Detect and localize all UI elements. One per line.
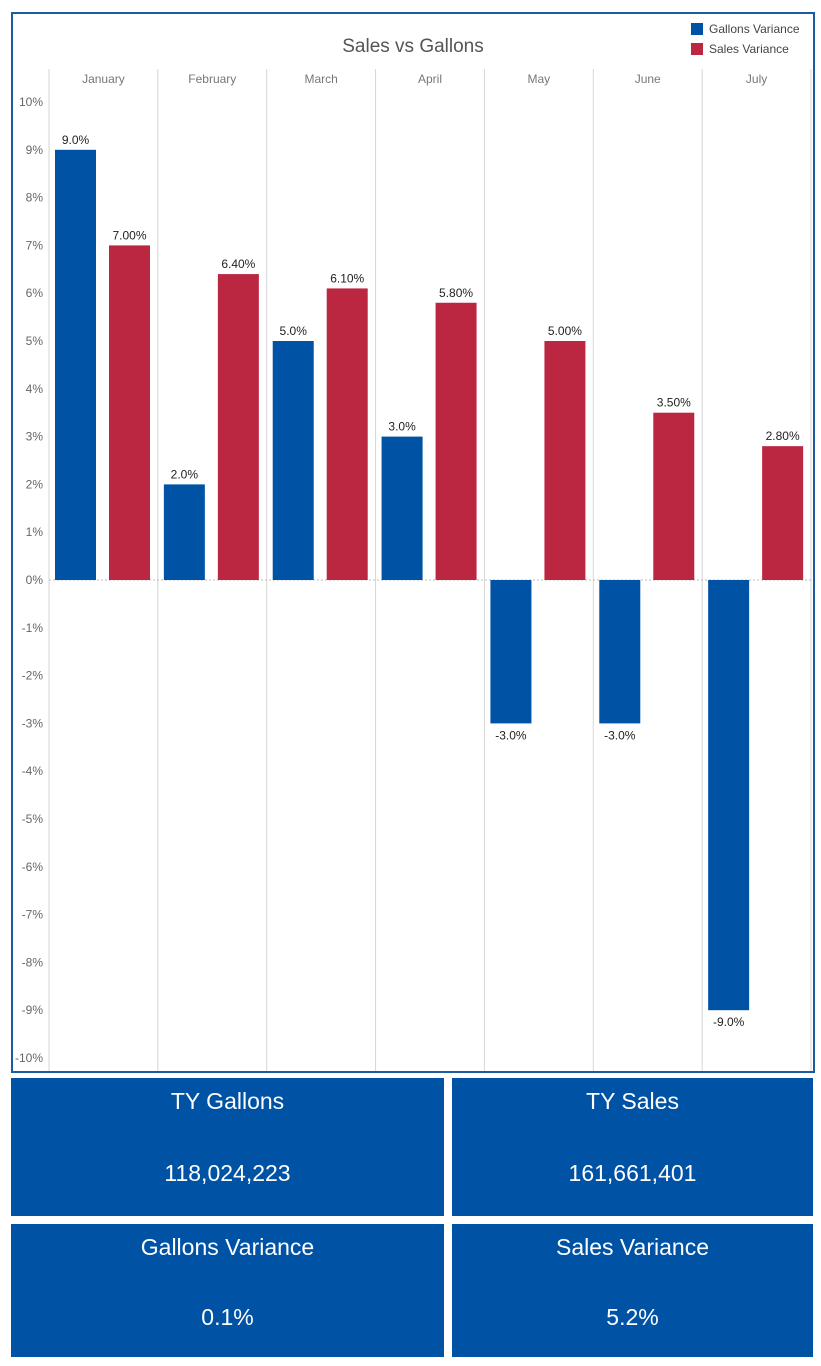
y-tick-label: 10%	[19, 95, 43, 109]
chart-panel: Sales vs Gallons Gallons Variance Sales Va…	[11, 12, 815, 1073]
y-tick-label: -7%	[22, 908, 44, 922]
bar-sales-july	[762, 446, 804, 580]
y-tick-label: -1%	[22, 621, 44, 635]
y-tick-label: 8%	[26, 191, 44, 205]
y-tick-label: -9%	[22, 1003, 44, 1017]
bar-sales-april	[435, 302, 477, 580]
y-tick-label: -4%	[22, 764, 44, 778]
category-label-april: April	[418, 72, 442, 86]
category-label-june: June	[635, 72, 661, 86]
data-label-sales-march: 6.10%	[330, 271, 364, 285]
y-tick-label: 0%	[26, 573, 44, 587]
y-tick-label: 7%	[26, 238, 44, 252]
category-label-july: July	[746, 72, 767, 86]
bar-gallons-march	[272, 341, 314, 580]
data-label-gallons-february: 2.0%	[171, 467, 199, 481]
legend-label-sales: Sales Variance	[709, 42, 789, 56]
y-tick-label: 4%	[26, 382, 44, 396]
kpi-title: Sales Variance	[556, 1234, 709, 1260]
kpi-sales-variance: Sales Variance 5.2%	[452, 1224, 813, 1357]
bar-gallons-may	[490, 580, 532, 724]
kpi-value: 161,661,401	[568, 1160, 697, 1186]
y-tick-label: -8%	[22, 955, 44, 969]
bar-gallons-february	[163, 484, 205, 580]
y-tick-label: 1%	[26, 525, 44, 539]
data-label-sales-april: 5.80%	[439, 286, 473, 300]
y-tick-label: 5%	[26, 334, 44, 348]
y-tick-label: 3%	[26, 430, 44, 444]
category-label-may: May	[528, 72, 551, 86]
data-label-gallons-april: 3.0%	[388, 420, 416, 434]
y-tick-label: -3%	[22, 716, 44, 730]
kpi-value: 0.1%	[201, 1304, 254, 1330]
y-tick-label: -5%	[22, 812, 44, 826]
bar-sales-january	[109, 245, 150, 580]
kpi-ty-gallons: TY Gallons 118,024,223	[11, 1078, 444, 1216]
bar-sales-february	[217, 274, 259, 580]
bar-sales-may	[544, 341, 586, 580]
bar-gallons-june	[599, 580, 641, 724]
data-label-sales-may: 5.00%	[548, 324, 582, 338]
data-label-sales-february: 6.40%	[221, 257, 255, 271]
y-tick-label: 6%	[26, 286, 44, 300]
legend-label-gallons: Gallons Variance	[709, 22, 800, 36]
legend-swatch-gallons	[691, 23, 703, 35]
legend-swatch-sales	[691, 43, 703, 55]
data-label-gallons-june: -3.0%	[604, 728, 636, 742]
y-tick-label: -10%	[15, 1051, 43, 1065]
kpi-value: 118,024,223	[164, 1160, 291, 1186]
kpi-ty-sales: TY Sales 161,661,401	[452, 1078, 813, 1216]
kpi-title: TY Sales	[586, 1088, 679, 1114]
bar-gallons-january	[55, 149, 96, 581]
data-label-gallons-january: 9.0%	[62, 133, 90, 147]
y-tick-label: 9%	[26, 143, 44, 157]
bar-gallons-april	[381, 436, 423, 580]
data-label-gallons-july: -9.0%	[713, 1015, 745, 1029]
category-label-march: March	[304, 72, 337, 86]
data-label-sales-january: 7.00%	[112, 228, 146, 242]
category-label-january: January	[82, 72, 125, 86]
y-tick-label: -2%	[22, 669, 44, 683]
data-label-sales-june: 3.50%	[657, 396, 691, 410]
data-label-sales-july: 2.80%	[766, 429, 800, 443]
bar-sales-march	[326, 288, 368, 580]
kpi-value: 5.2%	[606, 1304, 659, 1330]
bar-sales-june	[653, 412, 695, 580]
y-tick-label: -6%	[22, 860, 44, 874]
category-label-february: February	[188, 72, 236, 86]
kpi-gallons-variance: Gallons Variance 0.1%	[11, 1224, 444, 1357]
data-label-gallons-march: 5.0%	[280, 324, 308, 338]
kpi-title: TY Gallons	[170, 1088, 285, 1114]
kpi-title: Gallons Variance	[140, 1234, 315, 1260]
chart-title: Sales vs Gallons	[342, 36, 484, 57]
data-label-gallons-may: -3.0%	[495, 728, 527, 742]
y-tick-label: 2%	[26, 477, 44, 491]
sales-vs-gallons-chart: Sales vs Gallons Gallons Variance Sales Va…	[15, 22, 812, 1071]
bar-gallons-july	[708, 580, 750, 1011]
